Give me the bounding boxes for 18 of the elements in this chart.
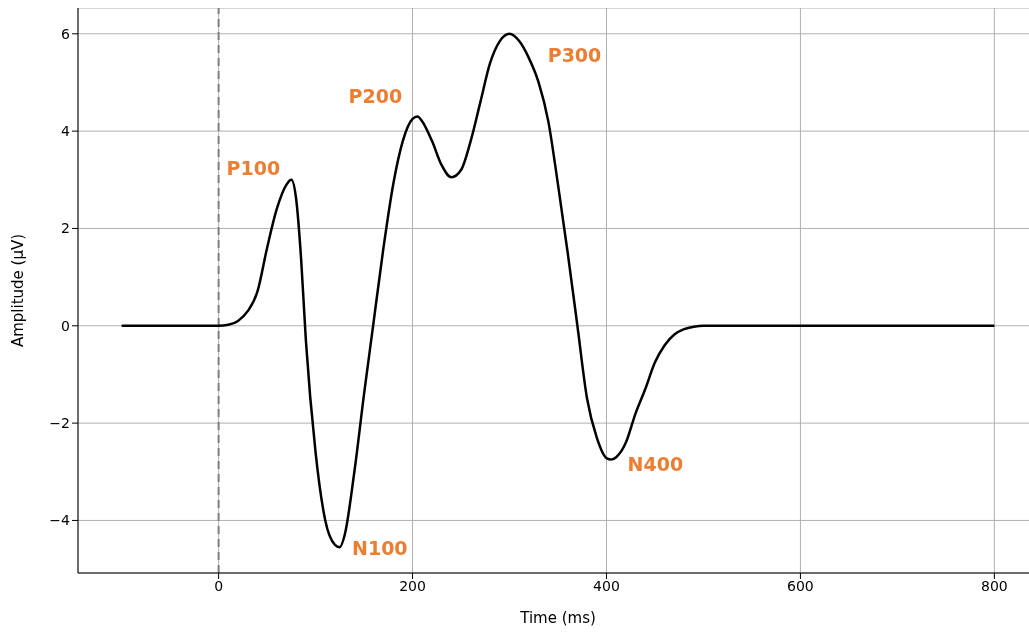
y-axis-title: Amplitude (µV) [9, 233, 28, 348]
y-tick-label: 4 [61, 123, 71, 140]
x-tick-label: 800 [981, 577, 1008, 594]
annotation: P200 [348, 85, 403, 108]
y-tick-label: 2 [61, 220, 70, 237]
x-tick-label: 400 [593, 577, 620, 594]
annotation: P300 [547, 44, 602, 67]
y-tick-label: 0 [61, 317, 70, 334]
annotation: N400 [627, 453, 684, 476]
x-tick-label: 0 [214, 577, 224, 594]
x-tick-label: 200 [399, 577, 426, 594]
y-tick-label: 6 [61, 25, 71, 42]
x-tick-label: 600 [787, 577, 814, 594]
y-tick-label: −2 [49, 415, 70, 432]
y-tick-label: −4 [49, 512, 71, 529]
annotation: P100 [226, 157, 281, 180]
x-axis-title: Time (ms) [519, 609, 596, 627]
annotation: N100 [352, 536, 408, 559]
